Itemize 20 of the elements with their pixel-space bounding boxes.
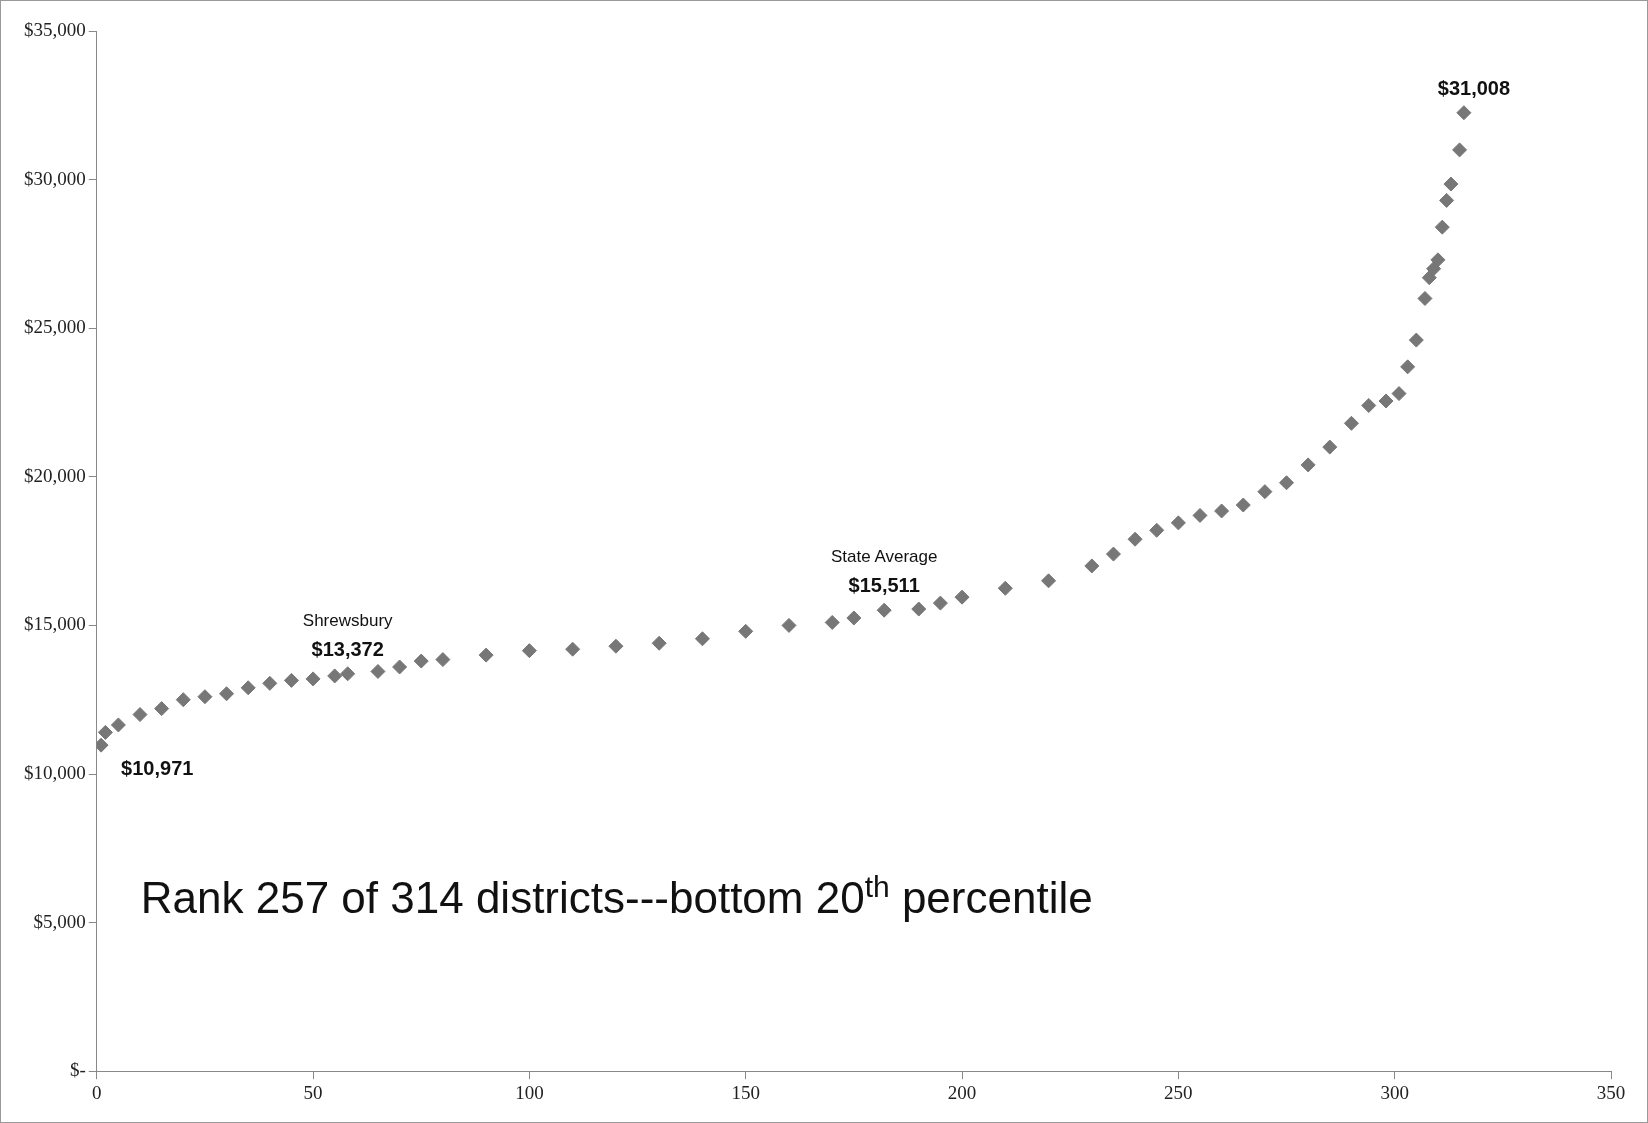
- y-tick-label: $15,000: [24, 613, 86, 635]
- x-tick-label: 200: [947, 1081, 977, 1103]
- x-tick-label: 150: [731, 1081, 760, 1103]
- y-tick-label: $20,000: [24, 464, 86, 486]
- annotation: Shrewsbury $13,372: [302, 610, 394, 660]
- x-tick-label: 0: [92, 1081, 102, 1103]
- x-tick-label: 350: [1596, 1081, 1626, 1103]
- annotation: State Average $15,511: [830, 547, 938, 597]
- y-tick-label: $5,000: [33, 910, 86, 932]
- x-tick-label: 250: [1164, 1081, 1193, 1103]
- annotation: $31,008: [1437, 76, 1511, 99]
- y-tick-label: $35,000: [24, 18, 86, 40]
- x-tick-label: 50: [303, 1081, 323, 1103]
- x-tick-label: 100: [515, 1081, 544, 1103]
- y-tick-label: $25,000: [24, 316, 86, 338]
- y-tick-label: $-: [69, 1059, 86, 1081]
- x-tick-label: 300: [1380, 1081, 1409, 1103]
- annotation: $10,971: [121, 756, 194, 779]
- y-tick-label: $30,000: [24, 167, 86, 189]
- y-tick-label: $10,000: [24, 761, 86, 783]
